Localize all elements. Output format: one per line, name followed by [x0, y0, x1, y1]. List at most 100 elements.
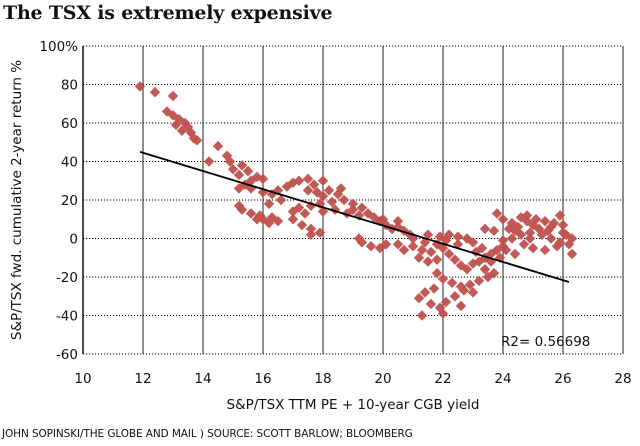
data-point — [149, 87, 161, 98]
data-point — [203, 156, 215, 167]
data-point — [443, 248, 455, 260]
data-point — [227, 164, 239, 175]
data-point — [413, 252, 425, 263]
data-point — [353, 233, 365, 244]
data-point — [413, 292, 425, 304]
chart-title: The TSX is extremely expensive — [3, 2, 333, 24]
data-point — [380, 239, 392, 250]
data-point — [233, 200, 245, 211]
data-point — [236, 204, 248, 215]
data-point — [233, 183, 245, 194]
data-point — [314, 227, 326, 238]
data-point — [557, 219, 569, 231]
data-point — [392, 215, 404, 227]
x-tick-label: 24 — [494, 371, 511, 387]
x-axis-title: S&P/TSX TTM PE + 10-year CGB yield — [227, 397, 480, 413]
data-point — [302, 185, 314, 196]
data-point — [392, 239, 404, 250]
y-tick-label: -40 — [56, 309, 78, 325]
y-tick-label: -20 — [56, 270, 78, 286]
data-point — [506, 233, 518, 244]
data-point — [251, 214, 263, 225]
data-point — [347, 204, 359, 215]
data-point — [527, 242, 539, 254]
data-point — [287, 206, 299, 217]
data-point — [443, 229, 455, 240]
data-point — [497, 235, 509, 246]
data-point — [425, 298, 437, 310]
data-point — [455, 300, 467, 312]
points-layer — [134, 81, 578, 321]
data-point — [437, 242, 449, 254]
y-axis-title: S&P/TSX fwd. cumulative 2-year return % — [9, 60, 25, 340]
data-point — [167, 90, 179, 102]
data-point — [338, 194, 350, 206]
data-point — [554, 210, 566, 221]
data-point — [422, 256, 434, 267]
x-tick-label: 10 — [74, 371, 91, 387]
data-point — [242, 165, 254, 177]
data-point — [416, 310, 428, 321]
data-point — [293, 175, 305, 186]
data-point — [407, 233, 419, 244]
data-point — [509, 225, 521, 236]
data-point — [467, 287, 479, 298]
data-point — [539, 244, 551, 256]
data-point — [173, 113, 185, 125]
data-point — [335, 183, 347, 194]
data-point — [233, 169, 245, 181]
data-point — [374, 242, 386, 254]
data-point — [449, 291, 461, 302]
data-point — [446, 277, 458, 288]
data-point — [452, 231, 464, 242]
data-point — [182, 121, 194, 133]
y-tick-label: 0 — [69, 232, 78, 248]
data-point — [296, 219, 308, 231]
data-point — [497, 214, 509, 225]
data-point — [476, 242, 488, 254]
data-point — [257, 214, 269, 225]
data-point — [437, 273, 449, 285]
data-point — [326, 196, 338, 208]
data-point — [524, 233, 536, 244]
data-point — [524, 227, 536, 238]
trendline — [139, 151, 570, 283]
data-point — [464, 279, 476, 290]
y-tick-label: 60 — [61, 116, 78, 132]
r-squared-annotation: R2= 0.56698 — [501, 334, 590, 350]
data-point — [224, 156, 236, 167]
data-point — [167, 110, 179, 121]
data-point — [440, 296, 452, 308]
data-point — [272, 215, 284, 227]
data-point — [545, 233, 557, 244]
data-point — [479, 264, 491, 275]
data-point — [323, 185, 335, 196]
y-tick-label: -60 — [56, 347, 78, 363]
data-point — [245, 208, 257, 219]
data-point — [179, 117, 191, 129]
trendline-layer — [139, 151, 570, 283]
data-point — [488, 267, 500, 279]
data-point — [191, 135, 203, 146]
data-point — [425, 246, 437, 258]
x-tick-label: 20 — [374, 371, 391, 387]
data-point — [431, 267, 443, 279]
data-point — [521, 215, 533, 227]
data-point — [263, 198, 275, 210]
y-tick-label: 100% — [39, 39, 78, 55]
data-point — [257, 173, 269, 185]
data-point — [356, 202, 368, 213]
data-point — [503, 223, 515, 235]
data-point — [347, 198, 359, 210]
y-tick-label: 80 — [61, 78, 78, 94]
data-point — [431, 254, 443, 265]
data-point — [170, 119, 182, 131]
data-point — [308, 179, 320, 190]
tick-labels-layer: 10 12 14 16 18 20 22 24 26 28 -60 -40 -20 0 20 40 60 80 10… — [39, 39, 631, 387]
data-point — [161, 106, 173, 117]
data-point — [518, 239, 530, 250]
data-point — [407, 241, 419, 252]
data-point — [272, 185, 284, 196]
data-point — [419, 287, 431, 298]
